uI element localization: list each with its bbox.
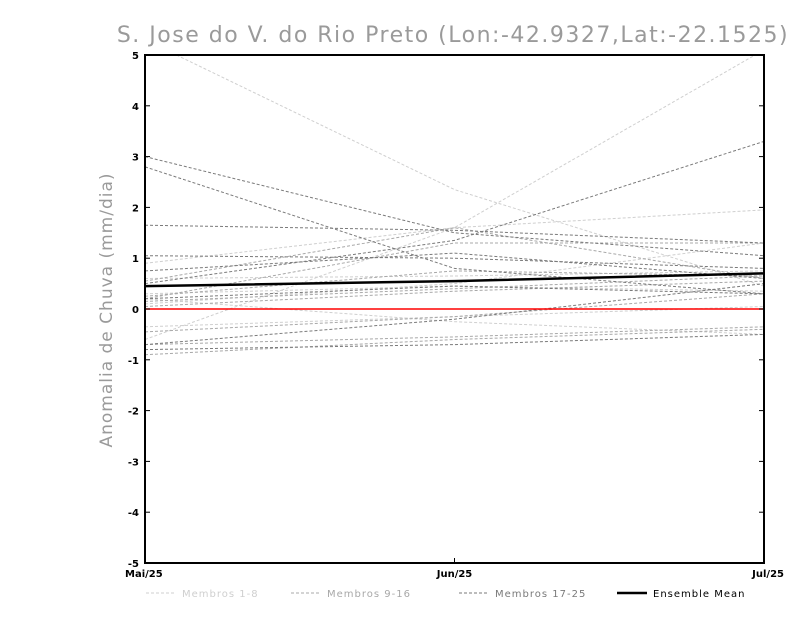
member-line-m24 (145, 333, 764, 351)
member-line-m14 (145, 275, 764, 302)
member-line-m22 (145, 252, 764, 279)
member-line-m2 (145, 55, 757, 340)
y-tick-label: 5 (132, 51, 139, 62)
member-line-m4 (145, 270, 764, 279)
y-tick-label: -2 (128, 407, 139, 418)
y-axis-label: Anomalia de Chuva (mm/dia) (97, 172, 117, 447)
y-tick-label: 2 (132, 203, 139, 214)
member-line-m20 (145, 255, 764, 269)
member-line-m23 (145, 283, 764, 346)
y-tick-label: -5 (128, 559, 139, 570)
x-tick-label: Jun/25 (436, 569, 473, 580)
y-tick-label: -4 (128, 508, 139, 519)
x-tick-label: Jul/25 (751, 569, 784, 580)
member-lines (145, 55, 764, 356)
y-tick-label: 0 (132, 305, 139, 316)
member-line-m18 (145, 166, 764, 295)
member-line-m25 (145, 285, 764, 300)
y-tick-label: 1 (132, 254, 139, 265)
y-tick-label: 4 (132, 102, 139, 113)
legend: Membros 1-8 Membros 9-16 Membros 17-25 Ense… (146, 589, 745, 600)
y-axis-ticks: -5 -4 -3 -2 -1 0 1 2 3 4 5 (128, 51, 764, 570)
member-line-m7 (145, 242, 764, 305)
member-line-m9 (145, 227, 764, 282)
member-line-m10 (145, 270, 764, 297)
chart-title: S. Jose do V. do Rio Preto (Lon:-42.9327… (117, 23, 789, 48)
legend-label: Membros 17-25 (495, 589, 586, 600)
mean-line-group (144, 272, 765, 288)
y-tick-label: 3 (132, 153, 139, 164)
member-line-m15 (145, 328, 764, 356)
member-line-m16 (145, 242, 764, 300)
y-tick-label: -1 (128, 356, 139, 367)
member-line-m12 (145, 293, 764, 333)
member-line-m13 (145, 326, 764, 346)
y-tick-label: -3 (128, 457, 139, 468)
member-line-m5 (145, 285, 764, 295)
member-line-m19 (145, 224, 764, 244)
member-line-m17 (145, 156, 764, 257)
x-axis-ticks: Mai/25 Jun/25 Jul/25 (125, 558, 784, 580)
member-line-m21 (145, 140, 764, 285)
member-line-m6 (145, 298, 764, 335)
legend-label: Membros 1-8 (182, 589, 259, 600)
member-line-m3 (145, 209, 764, 264)
legend-label: Membros 9-16 (327, 589, 411, 600)
member-line-m11 (145, 280, 764, 307)
legend-label: Ensemble Mean (653, 589, 745, 600)
member-line-m8 (145, 306, 764, 328)
ensemble-mean-line (144, 272, 765, 288)
x-tick-label: Mai/25 (125, 569, 163, 580)
